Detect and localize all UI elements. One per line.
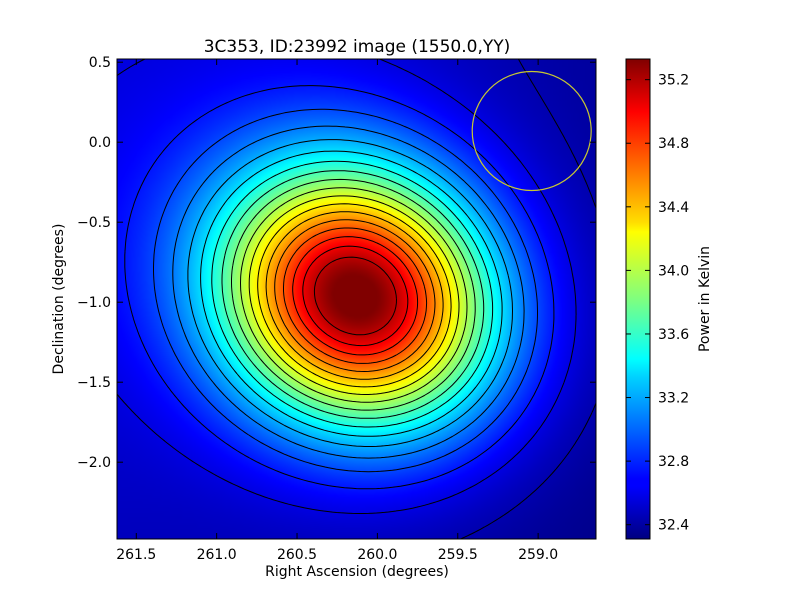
contour-level-14: [274, 219, 436, 372]
contour-level-10: [240, 187, 468, 403]
x-axis-label: Right Ascension (degrees): [265, 564, 449, 580]
contour-level-4: [172, 125, 525, 459]
contour-level-11: [248, 195, 460, 395]
beam-circle: [471, 70, 592, 192]
contour-level-18: [313, 256, 397, 336]
contour-lines: [117, 59, 596, 539]
x-tick-label-2: 260.5: [277, 547, 317, 563]
colorbar-ticks: 32.4 32.8 33.2 33.6 34.0 34.4 34.8 35.2: [626, 73, 689, 534]
heatmap-image: [117, 59, 596, 539]
colorbar-tick-label-7: 35.2: [658, 73, 689, 89]
contour-level-2: [124, 85, 555, 490]
y-axis-ticks: 0.5 0.0 −0.5 −1.0 −1.5 −2.0: [77, 55, 596, 471]
colorbar-tick-label-1: 32.8: [658, 454, 689, 470]
contour-level-7: [211, 160, 494, 428]
y-tick-label-3: −1.0: [77, 295, 111, 311]
colorbar-tick-label-5: 34.4: [658, 200, 689, 216]
y-tick-label-2: −0.5: [77, 215, 111, 231]
contour-level-12: [257, 203, 452, 388]
colorbar-tick-label-6: 34.8: [658, 136, 689, 152]
contour-level-8: [221, 170, 485, 419]
contour-level-1: [117, 59, 577, 514]
x-tick-label-1: 261.0: [197, 547, 237, 563]
contour-level-16: [292, 236, 419, 356]
y-axis-label: Declination (degrees): [51, 224, 67, 375]
contour-level-9: [231, 178, 476, 411]
chart-title: 3C353, ID:23992 image (1550.0,YY): [204, 37, 511, 57]
colorbar: 32.4 32.8 33.2 33.6 34.0 34.4 34.8 35.2 Power i…: [625, 58, 713, 540]
colorbar-tick-label-0: 32.4: [658, 518, 689, 534]
contour-level-17: [302, 245, 409, 347]
contour-level-3: [153, 108, 538, 473]
y-tick-label-5: −2.0: [77, 455, 111, 471]
y-tick-label-4: −1.5: [77, 375, 111, 391]
x-axis-ticks: 261.5 261.0 260.5 260.0 259.5 259.0: [116, 59, 558, 563]
colorbar-label: Power in Kelvin: [697, 246, 713, 352]
plot-frame: [116, 58, 597, 540]
contour-level-5: [187, 139, 513, 447]
y-tick-label-1: 0.0: [89, 135, 111, 151]
contour-level-6: [200, 150, 503, 437]
contour-level-0: [460, 59, 596, 539]
y-tick-label-0: 0.5: [89, 55, 111, 71]
colorbar-tick-label-2: 33.2: [658, 391, 689, 407]
colorbar-gradient: [626, 59, 650, 539]
contour-level-13: [265, 211, 444, 380]
plot-area: [116, 58, 597, 540]
x-tick-label-3: 260.0: [357, 547, 397, 563]
contour-level-15: [283, 227, 428, 364]
x-tick-label-4: 259.5: [438, 547, 478, 563]
x-tick-label-5: 259.0: [518, 547, 558, 563]
x-tick-label-0: 261.5: [116, 547, 156, 563]
colorbar-tick-label-3: 33.6: [658, 327, 689, 343]
colorbar-tick-label-4: 34.0: [658, 263, 689, 279]
colorbar-frame: [625, 58, 651, 540]
